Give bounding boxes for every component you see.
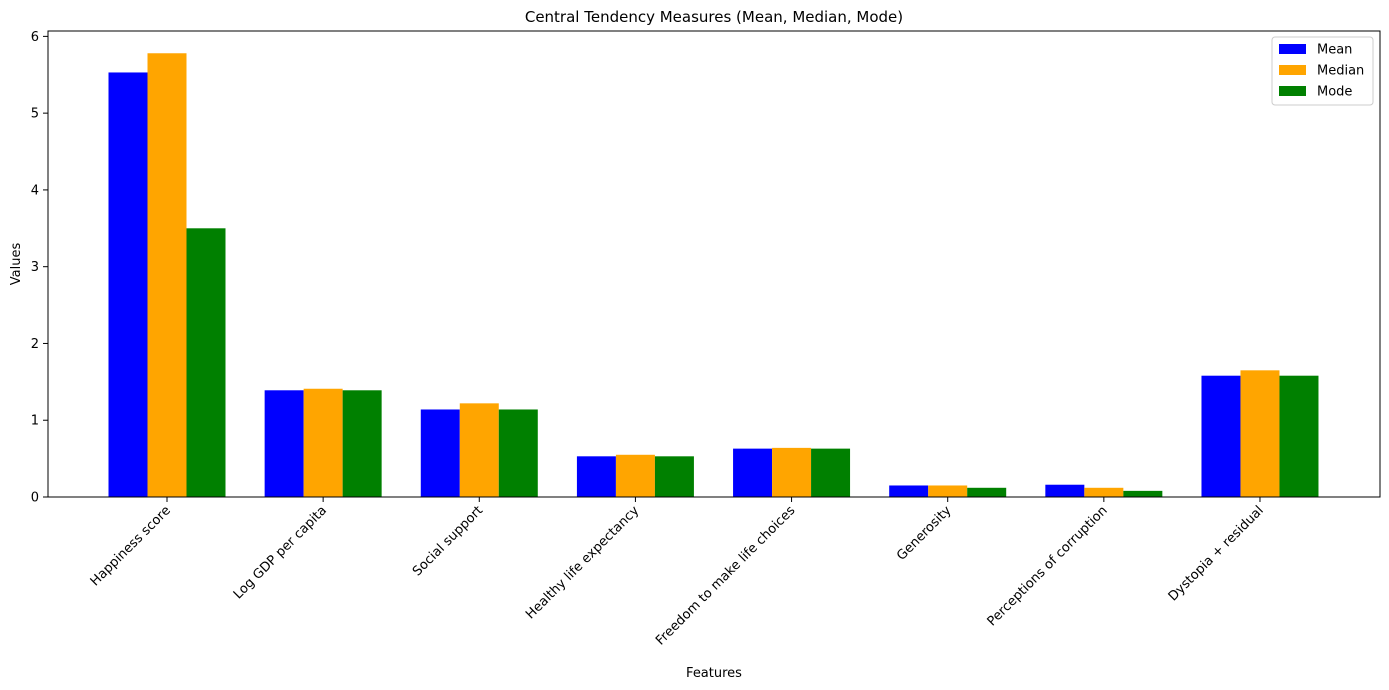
- bar-mean-5: [889, 485, 929, 497]
- bar-median-2: [459, 403, 499, 497]
- bar-median-4: [772, 447, 812, 497]
- bar-mode-0: [186, 228, 226, 498]
- bar-mean-7: [1201, 375, 1241, 497]
- bar-mode-6: [1123, 490, 1163, 497]
- bar-mean-4: [733, 448, 773, 497]
- bar-mode-3: [654, 456, 694, 497]
- bar-mode-7: [1279, 375, 1319, 497]
- bar-mean-3: [576, 456, 616, 497]
- bar-median-3: [615, 454, 655, 497]
- bar-mean-6: [1045, 484, 1085, 497]
- y-tick-label: 2: [31, 337, 39, 352]
- legend-label-median: Median: [1317, 64, 1364, 79]
- bar-mean-0: [108, 72, 148, 498]
- legend-label-mode: Mode: [1317, 85, 1352, 100]
- bar-median-5: [928, 485, 968, 497]
- y-tick-label: 5: [31, 107, 39, 122]
- bar-median-7: [1240, 370, 1280, 497]
- y-tick-label: 1: [31, 414, 39, 429]
- y-tick-label: 0: [31, 491, 39, 506]
- chart-title: Central Tendency Measures (Mean, Median,…: [525, 8, 903, 26]
- bar-mode-2: [498, 409, 538, 497]
- legend-label-mean: Mean: [1317, 43, 1352, 58]
- legend-swatch-mean: [1279, 44, 1306, 54]
- bar-mean-2: [420, 409, 460, 497]
- y-tick-label: 3: [31, 260, 39, 275]
- plot-area-frame: [47, 30, 1381, 498]
- bar-median-6: [1084, 487, 1124, 497]
- legend-swatch-median: [1279, 65, 1306, 75]
- y-axis: 0 1 2 3 4 5 6: [31, 30, 48, 506]
- bar-mode-5: [967, 487, 1007, 497]
- y-tick-label: 6: [31, 30, 39, 45]
- legend: Mean Median Mode: [1271, 36, 1374, 106]
- y-tick-label: 4: [31, 183, 39, 198]
- bar-median-0: [147, 53, 187, 497]
- x-axis-label: Features: [686, 666, 742, 681]
- bar-mode-1: [342, 390, 382, 497]
- bar-mean-1: [264, 390, 304, 497]
- bars-group: [108, 53, 1319, 498]
- bar-median-1: [303, 388, 343, 497]
- y-axis-label: Values: [9, 243, 24, 286]
- bar-mode-4: [811, 448, 851, 497]
- legend-swatch-mode: [1279, 86, 1306, 96]
